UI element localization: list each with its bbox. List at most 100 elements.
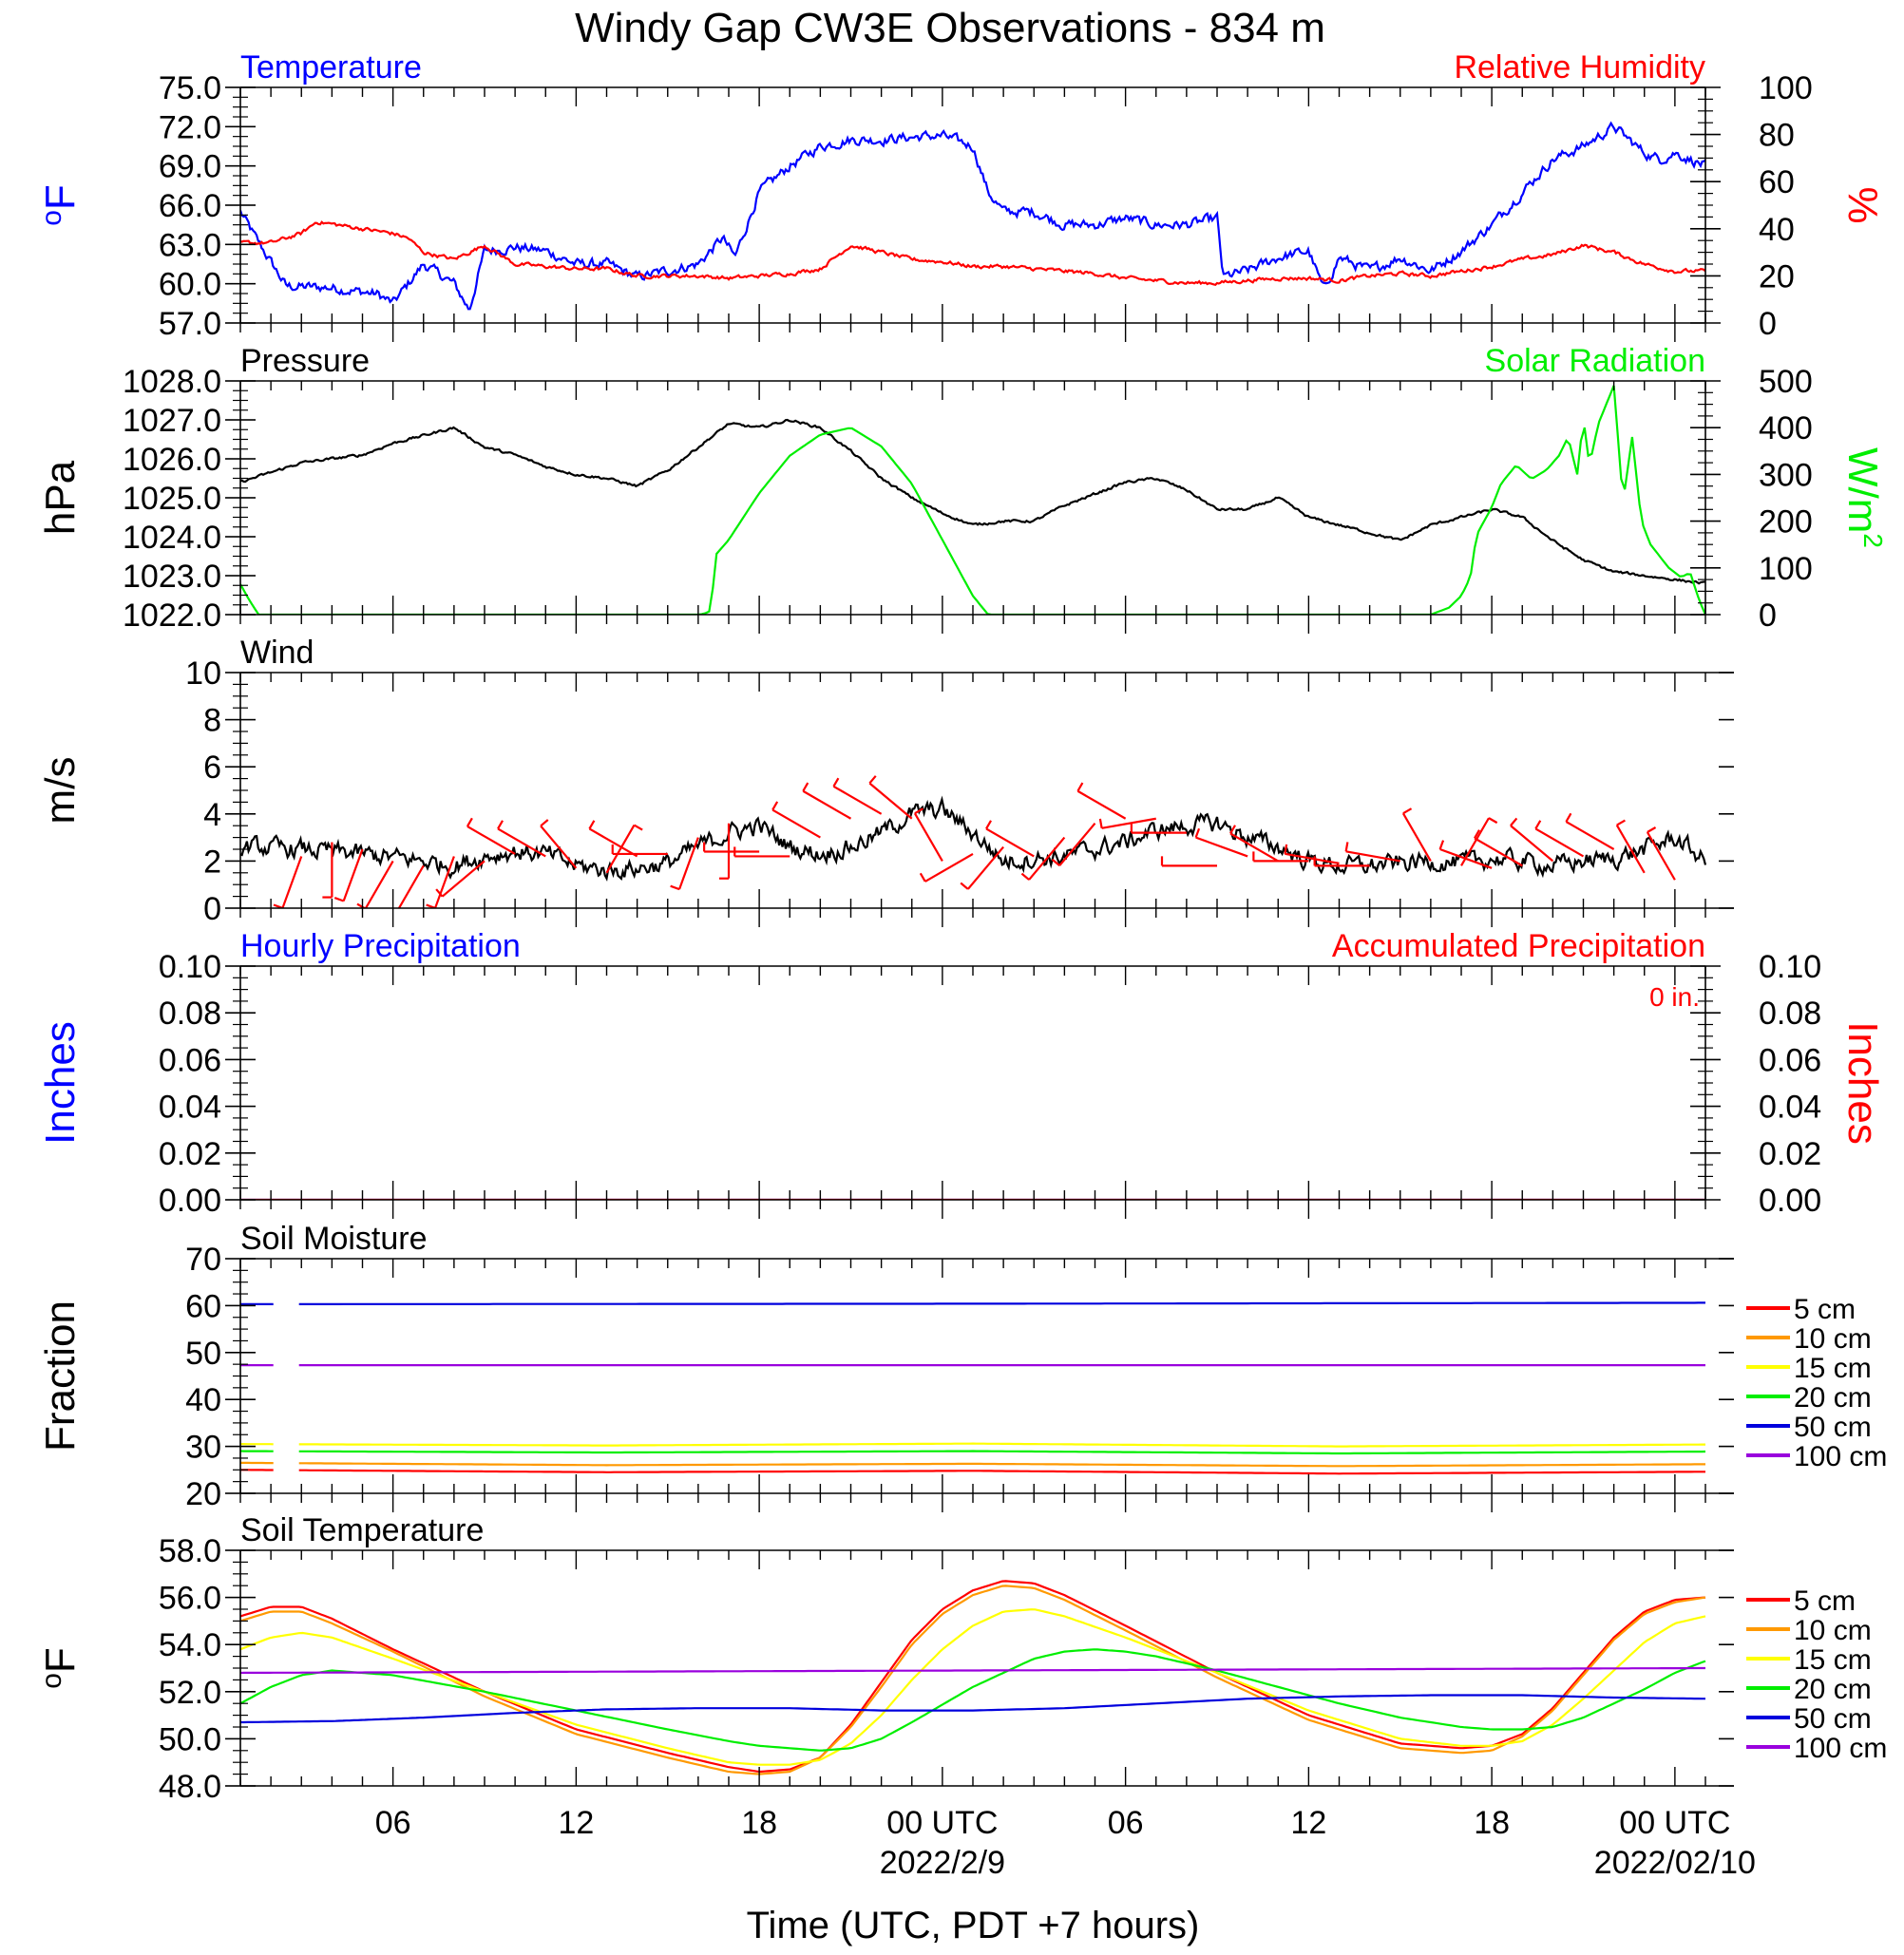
y-tick-label: 0.06 (159, 1042, 221, 1078)
y-tick-label: 69.0 (159, 149, 221, 185)
wind-barb-tick (333, 897, 345, 902)
wind-barb (342, 848, 364, 902)
y-tick-label: 0.00 (159, 1183, 221, 1219)
wind-barb-tick (802, 782, 809, 792)
wind-barb-tick (1565, 812, 1572, 823)
series-line-0 (240, 795, 1707, 883)
wind-barb-tick (832, 777, 840, 788)
x-tick-label: 00 UTC (1619, 1805, 1730, 1841)
wind-barb (1195, 836, 1248, 858)
wind-barb-tick (540, 819, 549, 827)
y-right-tick-label: 0.10 (1759, 949, 1821, 985)
panel-title-right: Solar Radiation (1485, 343, 1705, 379)
y-right-tick-label: 400 (1759, 410, 1813, 446)
y-tick-label: 10 (185, 655, 221, 692)
y-tick-label: 1024.0 (123, 520, 221, 556)
y-right-tick-label: 80 (1759, 118, 1795, 154)
y-axis-label: hPa (37, 460, 84, 535)
y-axis-label-right: % (1839, 186, 1886, 223)
wind-barb (771, 808, 821, 839)
series-line-50-cm (240, 1694, 1705, 1724)
figure-title: Windy Gap CW3E Observations - 834 m (575, 5, 1325, 51)
y-tick-label: 0 (203, 891, 221, 927)
legend-label: 5 cm (1794, 1585, 1856, 1617)
series-line-100-cm (240, 1666, 1705, 1675)
wind-barb (924, 853, 974, 883)
y-right-tick-label: 0.00 (1759, 1183, 1821, 1219)
y-tick-label: 50 (185, 1336, 221, 1372)
y-tick-label: 60.0 (159, 267, 221, 303)
wind-barb-tick (388, 907, 390, 908)
series-line-5-cm (298, 1469, 1705, 1475)
wind-barb (868, 782, 913, 820)
panel-title-left: Soil Temperature (240, 1512, 484, 1548)
x-tick-label: 12 (1290, 1805, 1326, 1841)
x-date-label: 2022/2/9 (880, 1845, 1005, 1881)
x-tick-label: 12 (558, 1805, 594, 1841)
panel-title-left: Pressure (240, 343, 370, 379)
y-right-tick-label: 0 (1759, 598, 1777, 634)
wind-barb (441, 860, 486, 898)
panel-6: 48.0 50.0 52.0 54.0 56.0 58.0 Soil Temperature… (36, 1512, 1734, 1805)
wind-barb-tick (1020, 872, 1030, 881)
wind-barb-tick (1284, 844, 1288, 854)
wind-barb-tick (1402, 807, 1413, 815)
wind-barb-tick (868, 775, 877, 785)
y-tick-label: 72.0 (159, 109, 221, 145)
wind-barb (466, 826, 516, 855)
wind-barb-tick (633, 824, 643, 831)
y-tick-label: 0.04 (159, 1090, 221, 1126)
y-tick-label: 0.02 (159, 1136, 221, 1172)
time-axis: 06 12 18 00 UTC 06 12 18 00 UTC 2022/2/9 2022/02/… (375, 1805, 1756, 1881)
wind-barb (967, 845, 1004, 890)
y-right-tick-label: 20 (1759, 258, 1795, 294)
y-right-tick-label: 0.04 (1759, 1090, 1821, 1126)
y-tick-label: 54.0 (159, 1627, 221, 1663)
wind-barb (1646, 831, 1676, 881)
wind-barb (497, 827, 546, 858)
wind-barb-tick (1488, 817, 1498, 825)
y-tick-label: 40 (185, 1382, 221, 1418)
y-tick-label: 52.0 (159, 1675, 221, 1711)
wind-barb (1285, 852, 1340, 864)
y-tick-label: 1028.0 (123, 364, 221, 400)
panels-group: 57.060.063.066.069.072.075.0020406080100… (36, 49, 1888, 1805)
x-tick-label: 18 (741, 1805, 777, 1841)
wind-barb-tick (497, 820, 504, 829)
legend-label: 100 cm (1794, 1733, 1887, 1764)
y-tick-label: 20 (185, 1476, 221, 1512)
series-line-15-cm (298, 1442, 1705, 1448)
wind-barb-tick (985, 820, 992, 829)
series-line-50-cm (298, 1301, 1705, 1306)
legend-label: 10 cm (1794, 1615, 1872, 1646)
series-line-1 (240, 385, 1705, 615)
series-line-10-cm (298, 1462, 1705, 1468)
y-tick-label: 1023.0 (123, 559, 221, 595)
wind-barb (540, 825, 578, 869)
wind-barb (1439, 847, 1493, 869)
panel-title-left: Soil Moisture (240, 1221, 428, 1257)
series-line-1 (240, 220, 1705, 287)
y-axis-label: oF (36, 184, 84, 226)
panel-1: 57.060.0 63.066.069.0 72.075.0 0 20 40 60 80 100… (36, 49, 1886, 342)
wind-barb-tick (1344, 842, 1349, 852)
x-axis-label: Time (UTC, PDT +7 hours) (747, 1905, 1200, 1946)
wind-barb-tick (670, 884, 680, 891)
wind-barb (1615, 825, 1646, 874)
wind-barb (1534, 827, 1585, 858)
x-tick-label: 18 (1474, 1805, 1510, 1841)
y-tick-label: 60 (185, 1288, 221, 1324)
y-tick-label: 70 (185, 1242, 221, 1278)
series-group (240, 121, 1705, 311)
wind-barb-tick (1098, 818, 1103, 829)
y-tick-label: 0.08 (159, 996, 221, 1032)
series-line-20-cm (298, 1450, 1706, 1455)
y-right-tick-label: 0.08 (1759, 996, 1821, 1032)
series-line-10-cm (240, 1585, 1706, 1775)
y-axis-label-right: W/m2 (1839, 447, 1888, 548)
y-right-tick-label: 0.02 (1759, 1136, 1821, 1172)
wind-barb-tick (1051, 858, 1060, 866)
wind-barb-tick (919, 872, 926, 883)
